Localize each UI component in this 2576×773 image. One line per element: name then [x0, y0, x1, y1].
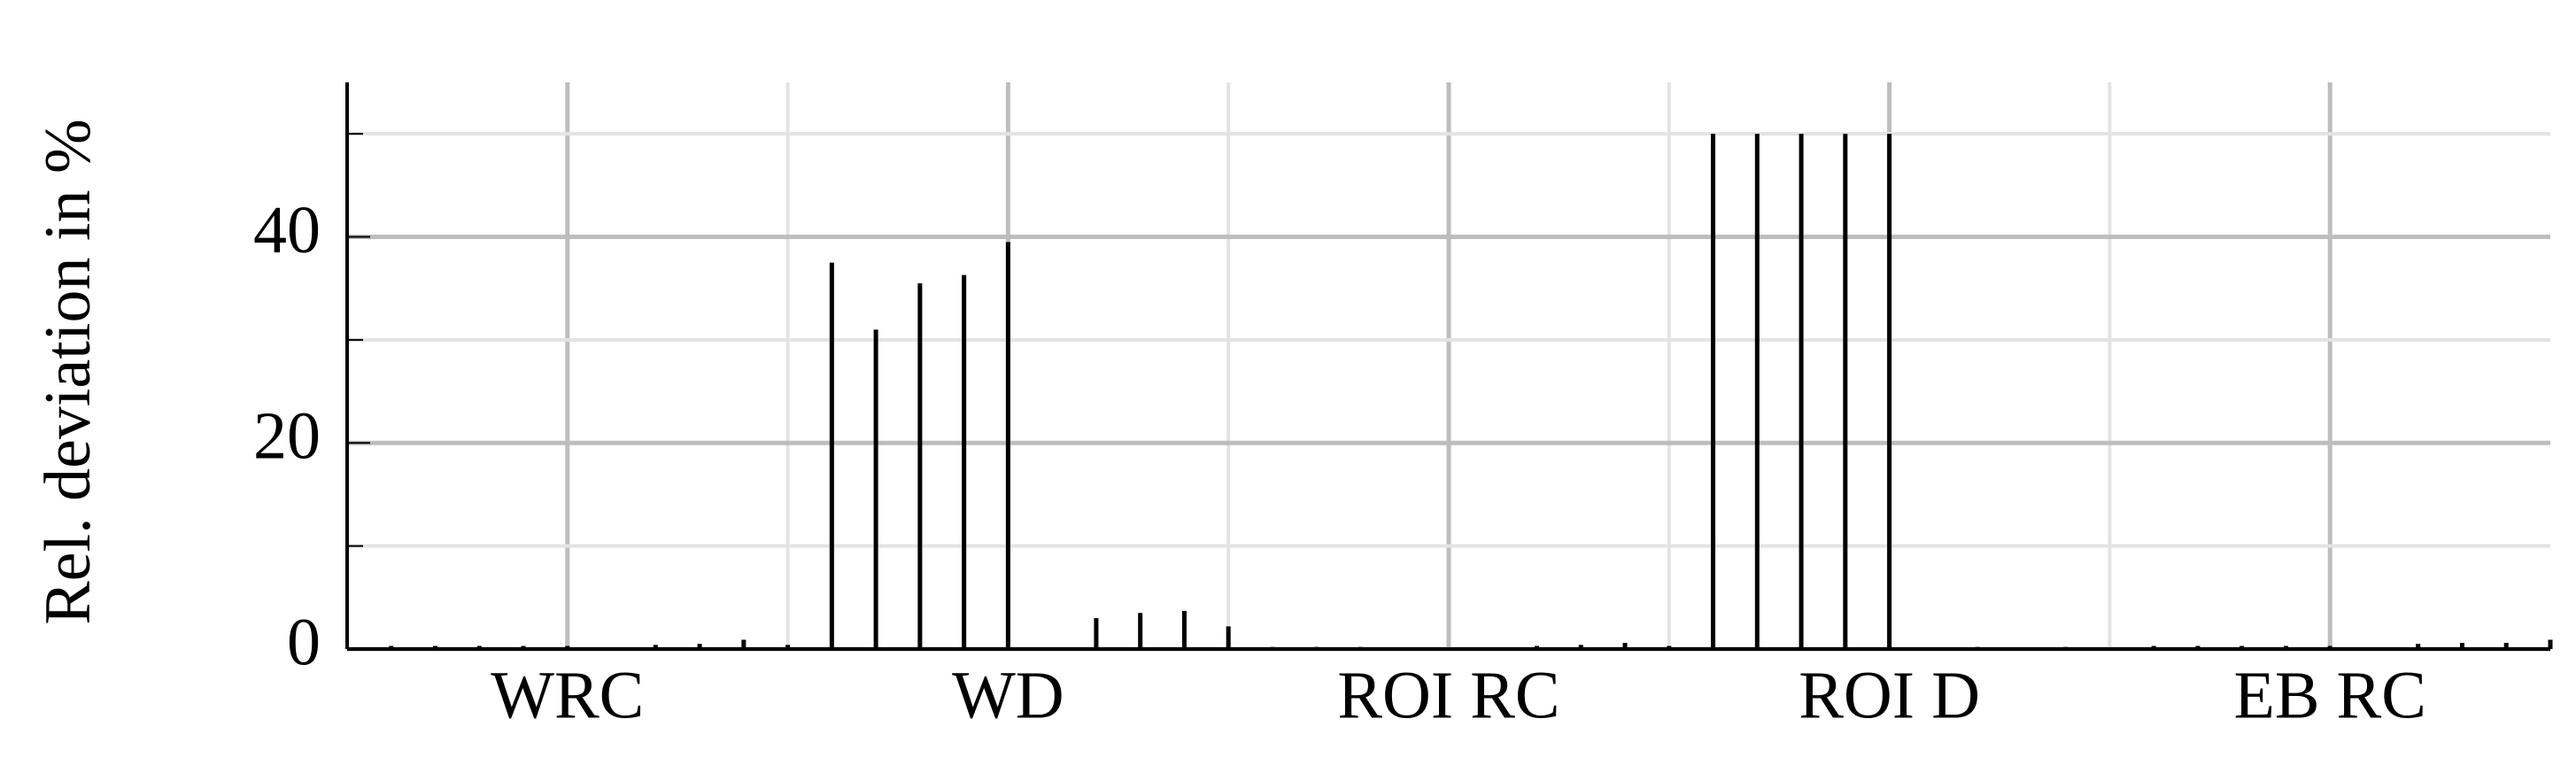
bar	[1711, 134, 1716, 649]
x-tick-label: ROI RC	[1337, 658, 1559, 732]
bar	[741, 639, 746, 649]
bar	[829, 262, 834, 649]
bar	[1887, 134, 1892, 649]
y-tick-label: 0	[287, 605, 321, 679]
bar	[785, 645, 791, 649]
y-tick-label: 40	[253, 193, 321, 267]
bar	[917, 282, 923, 649]
bar	[1578, 645, 1583, 649]
bar	[1138, 613, 1143, 649]
x-tick-label: WRC	[491, 658, 644, 732]
bar	[873, 329, 878, 649]
bar	[1094, 618, 1099, 649]
bar	[1754, 134, 1760, 649]
bar	[962, 274, 967, 649]
bar	[653, 645, 658, 649]
bar	[1181, 610, 1187, 649]
bar	[697, 644, 702, 649]
y-axis-label: Rel. deviation in %	[32, 119, 104, 624]
bar	[2548, 639, 2553, 649]
bar	[2416, 644, 2421, 649]
y-tick-label: 20	[253, 399, 321, 474]
x-tick-label: WD	[952, 658, 1064, 732]
x-tick-label: EB RC	[2233, 658, 2426, 732]
bar	[1005, 242, 1010, 649]
bar	[1799, 134, 1804, 649]
bar	[1226, 626, 1231, 649]
bar	[2503, 643, 2509, 649]
bar	[2459, 643, 2464, 649]
bar	[1843, 134, 1848, 649]
x-tick-label: ROI D	[1799, 658, 1980, 732]
bar	[1622, 643, 1628, 649]
